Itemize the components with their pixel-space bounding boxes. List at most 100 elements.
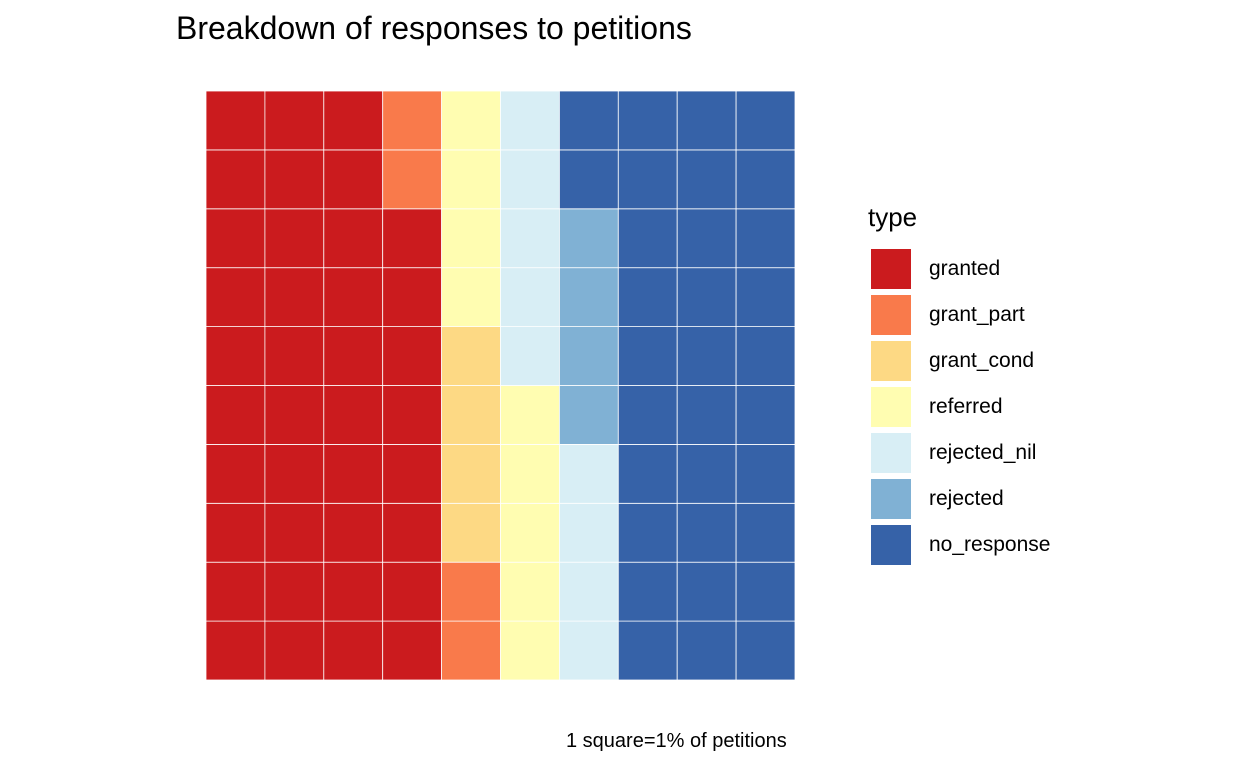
waffle-square-granted	[205, 90, 266, 151]
legend-label-referred: referred	[929, 395, 1003, 418]
legend-swatch-no-response	[871, 525, 911, 565]
legend-label-grant-part: grant_part	[929, 303, 1025, 326]
waffle-square-grant-part	[382, 149, 443, 210]
waffle-square-referred	[500, 385, 560, 445]
waffle-square-granted	[323, 208, 384, 269]
waffle-square-no-response	[617, 208, 678, 269]
waffle-square-granted	[205, 443, 266, 504]
waffle-square-no-response	[735, 385, 796, 445]
waffle-square-rejected-nil	[500, 90, 560, 151]
waffle-square-no-response	[676, 208, 737, 269]
waffle-square-rejected-nil	[500, 208, 560, 269]
legend-swatch-rejected-nil	[871, 433, 911, 473]
waffle-square-referred	[500, 502, 560, 563]
waffle-square-no-response	[735, 561, 796, 622]
waffle-square-granted	[205, 502, 266, 563]
waffle-square-grant-cond	[441, 326, 501, 386]
waffle-square-granted	[323, 267, 384, 328]
waffle-square-granted	[205, 385, 266, 445]
waffle-square-referred	[441, 90, 501, 151]
waffle-square-no-response	[617, 90, 678, 151]
waffle-square-no-response	[617, 502, 678, 563]
legend-swatch-referred	[871, 387, 911, 427]
waffle-square-granted	[264, 620, 325, 681]
waffle-square-grant-cond	[441, 385, 501, 445]
waffle-square-granted	[382, 620, 443, 681]
waffle-square-grant-part	[382, 90, 443, 151]
waffle-square-no-response	[676, 149, 737, 210]
waffle-square-no-response	[617, 326, 678, 386]
waffle-square-granted	[323, 385, 384, 445]
waffle-square-no-response	[735, 620, 796, 681]
waffle-square-granted	[382, 385, 443, 445]
waffle-square-no-response	[559, 90, 619, 151]
waffle-square-granted	[264, 502, 325, 563]
chart-title: Breakdown of responses to petitions	[176, 10, 692, 46]
waffle-square-granted	[264, 443, 325, 504]
waffle-square-granted	[323, 90, 384, 151]
waffle-square-no-response	[676, 443, 737, 504]
waffle-square-granted	[382, 561, 443, 622]
waffle-square-rejected-nil	[559, 620, 619, 681]
legend-swatch-grant-cond	[871, 341, 911, 381]
waffle-square-rejected	[559, 208, 619, 269]
chart-caption: 1 square=1% of petitions	[566, 730, 787, 752]
legend-title: type	[868, 202, 918, 232]
waffle-square-granted	[264, 208, 325, 269]
waffle-square-rejected-nil	[559, 561, 619, 622]
waffle-square-no-response	[617, 561, 678, 622]
waffle-square-granted	[205, 267, 266, 328]
waffle-square-no-response	[559, 149, 619, 210]
waffle-square-granted	[264, 149, 325, 210]
waffle-square-granted	[264, 561, 325, 622]
waffle-square-rejected-nil	[500, 149, 560, 210]
waffle-square-no-response	[676, 502, 737, 563]
legend-label-no-response: no_response	[929, 533, 1051, 556]
waffle-square-no-response	[617, 149, 678, 210]
waffle-square-granted	[323, 620, 384, 681]
waffle-square-no-response	[735, 208, 796, 269]
waffle-square-granted	[205, 149, 266, 210]
legend-label-grant-cond: grant_cond	[929, 349, 1035, 372]
waffle-square-granted	[264, 385, 325, 445]
waffle-square-grant-part	[441, 620, 501, 681]
legend-swatch-granted	[871, 249, 911, 289]
waffle-square-granted	[382, 443, 443, 504]
waffle-square-no-response	[676, 385, 737, 445]
waffle-square-no-response	[735, 90, 796, 151]
waffle-square-granted	[264, 267, 325, 328]
waffle-square-rejected	[559, 385, 619, 445]
waffle-square-no-response	[735, 267, 796, 328]
waffle-square-referred	[500, 443, 560, 504]
waffle-square-granted	[205, 561, 266, 622]
waffle-square-no-response	[676, 90, 737, 151]
waffle-square-granted	[205, 620, 266, 681]
waffle-square-rejected-nil	[500, 326, 560, 386]
waffle-square-rejected-nil	[559, 443, 619, 504]
legend-label-rejected: rejected	[929, 487, 1004, 510]
waffle-square-referred	[441, 267, 501, 328]
waffle-square-granted	[382, 502, 443, 563]
waffle-square-granted	[323, 443, 384, 504]
waffle-square-granted	[323, 561, 384, 622]
legend-label-granted: granted	[929, 257, 1001, 280]
waffle-square-grant-cond	[441, 443, 501, 504]
waffle-square-referred	[500, 561, 560, 622]
waffle-square-rejected-nil	[559, 502, 619, 563]
waffle-square-rejected	[559, 326, 619, 386]
waffle-square-no-response	[676, 561, 737, 622]
legend-swatch-grant-part	[871, 295, 911, 335]
waffle-square-no-response	[735, 443, 796, 504]
waffle-square-no-response	[676, 267, 737, 328]
waffle-square-granted	[382, 208, 443, 269]
legend-label-rejected-nil: rejected_nil	[929, 441, 1037, 464]
waffle-square-rejected-nil	[500, 267, 560, 328]
waffle-square-granted	[205, 208, 266, 269]
waffle-square-granted	[264, 326, 325, 386]
waffle-square-grant-cond	[441, 502, 501, 563]
waffle-square-referred	[441, 208, 501, 269]
waffle-square-granted	[382, 326, 443, 386]
waffle-square-no-response	[617, 267, 678, 328]
waffle-square-no-response	[617, 620, 678, 681]
